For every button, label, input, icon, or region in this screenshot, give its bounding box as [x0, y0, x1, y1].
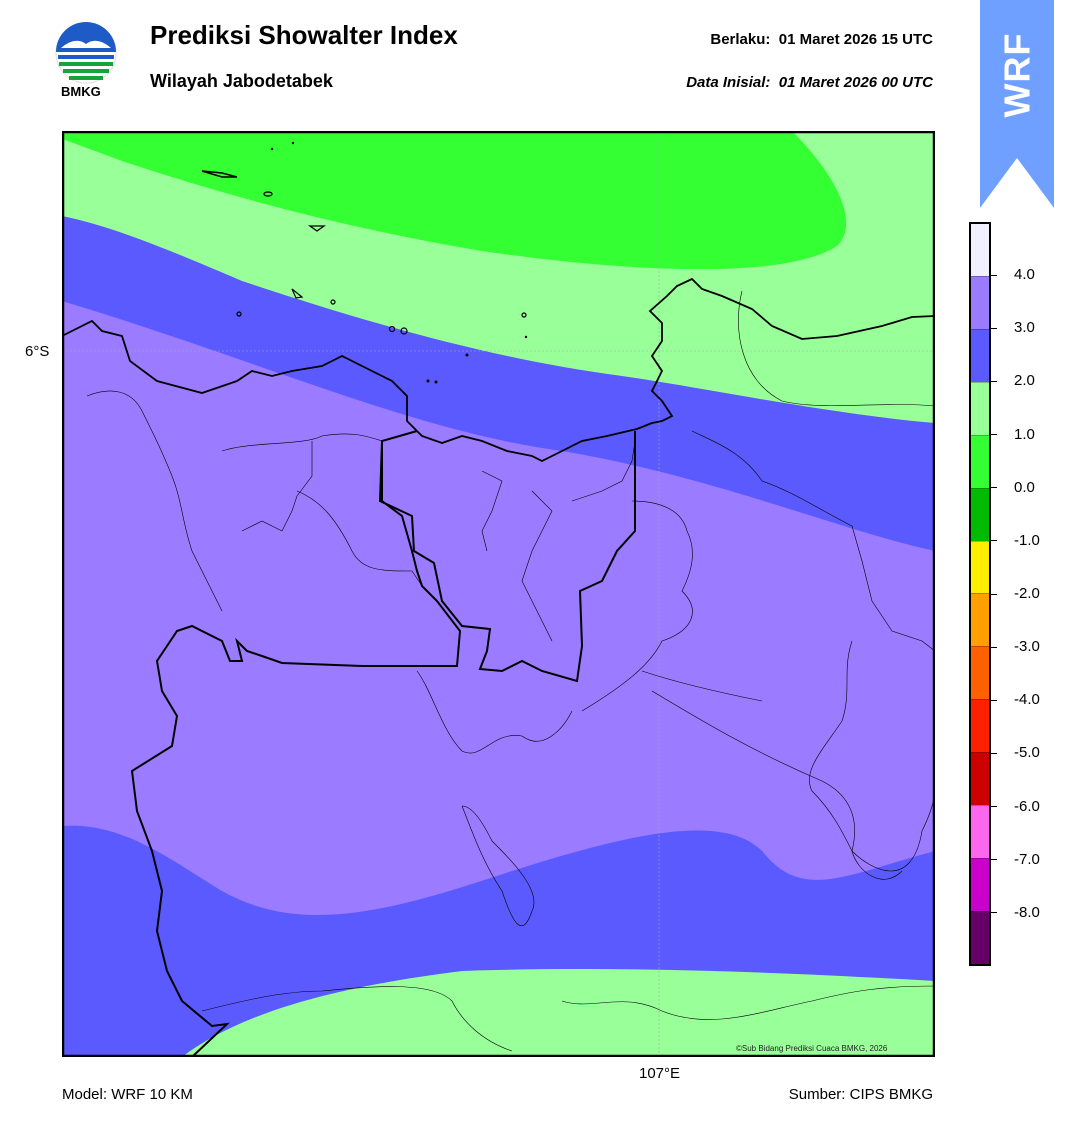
logo-text: BMKG: [61, 84, 101, 99]
init-label: Data Inisial:: [686, 74, 771, 91]
colorbar-label: 3.0: [1014, 319, 1035, 337]
page-subtitle: Wilayah Jabodetabek: [150, 71, 333, 91]
copyright-note: ©Sub Bidang Prediksi Cuaca BMKG, 2026: [736, 1044, 888, 1053]
colorbar-tick: [991, 274, 997, 276]
island: [291, 141, 295, 145]
init-time: Data Inisial: 01 Maret 2026 00 UTC: [686, 74, 933, 91]
colorbar-segment: [971, 487, 989, 541]
colorbar-segment: [971, 224, 989, 276]
wrf-label: WRF: [996, 32, 1037, 118]
colorbar-tick: [991, 487, 997, 489]
map-frame: [62, 131, 935, 1057]
island: [270, 147, 274, 151]
colorbar-segment: [971, 910, 989, 964]
island: [465, 353, 469, 357]
island: [236, 311, 242, 317]
colorbar-label: -3.0: [1014, 638, 1040, 656]
colorbar-segment: [971, 593, 989, 647]
island: [434, 380, 438, 384]
colorbar-segment: [971, 381, 989, 435]
band-0-1-south: [182, 969, 935, 1057]
model-label: Model: WRF 10 KM: [62, 1086, 193, 1103]
colorbar-label: -8.0: [1014, 903, 1040, 921]
island: [426, 379, 430, 383]
source-label: Sumber: CIPS BMKG: [788, 1086, 933, 1103]
island: [291, 288, 304, 299]
colorbar-segment: [971, 434, 989, 488]
island: [524, 335, 528, 339]
colorbar-tick: [991, 380, 997, 382]
colorbar-segment: [971, 540, 989, 594]
colorbar-tick: [991, 327, 997, 329]
island: [521, 312, 527, 318]
bmkg-logo: [55, 22, 117, 84]
valid-value: 01 Maret 2026 15 UTC: [778, 31, 933, 48]
regency-boundaries: [86, 290, 935, 1052]
wrf-badge: [980, 0, 1054, 208]
colorbar-tick: [991, 646, 997, 648]
valid-time: Berlaku: 01 Maret 2026 15 UTC: [710, 31, 933, 48]
island: [201, 170, 238, 178]
colorbar-label: -1.0: [1014, 531, 1040, 549]
colorbar-label: 2.0: [1014, 372, 1035, 390]
colorbar-label: -7.0: [1014, 850, 1040, 868]
colorbar-label: -5.0: [1014, 744, 1040, 762]
colorbar-segment: [971, 752, 989, 806]
banten-boundary: [130, 441, 462, 1057]
colorbar-tick: [991, 859, 997, 861]
coastline: [62, 277, 935, 463]
colorbar-label: -4.0: [1014, 691, 1040, 709]
colorbar-tick: [991, 593, 997, 595]
island: [400, 327, 408, 335]
band-0-1-corner: [792, 131, 935, 191]
colorbar: [969, 222, 991, 966]
colorbar-segment: [971, 275, 989, 329]
colorbar-segment: [971, 805, 989, 859]
colorbar-label: -6.0: [1014, 797, 1040, 815]
colorbar-label: 0.0: [1014, 478, 1035, 496]
colorbar-tick: [991, 806, 997, 808]
colorbar-label: 1.0: [1014, 425, 1035, 443]
map-panel: [62, 131, 935, 1057]
colorbar-segment: [971, 858, 989, 911]
colorbar-segment: [971, 699, 989, 753]
page-title: Prediksi Showalter Index: [150, 20, 458, 50]
init-value: 01 Maret 2026 00 UTC: [778, 74, 933, 91]
colorbar-segment: [971, 328, 989, 382]
jabodetabek-boundary: [378, 430, 636, 683]
island: [388, 325, 396, 333]
valid-label: Berlaku:: [710, 31, 771, 48]
colorbar-tick: [991, 434, 997, 436]
colorbar-label: -2.0: [1014, 585, 1040, 602]
colorbar-tick: [991, 699, 997, 701]
wrf-badge-text: WRF: [980, 0, 1054, 150]
colorbar-tick: [991, 912, 997, 914]
colorbar-segment: [971, 646, 989, 700]
bmkg-logo-icon: [55, 22, 117, 84]
lat-label: 6°S: [25, 343, 50, 360]
island: [263, 191, 273, 197]
island: [307, 225, 327, 232]
colorbar-tick: [991, 752, 997, 754]
colorbar-tick: [991, 540, 997, 542]
colorbar-label: 4.0: [1014, 266, 1035, 284]
band-neg1-0-north: [62, 131, 847, 270]
lon-label: 107°E: [639, 1065, 681, 1082]
island: [330, 299, 336, 305]
